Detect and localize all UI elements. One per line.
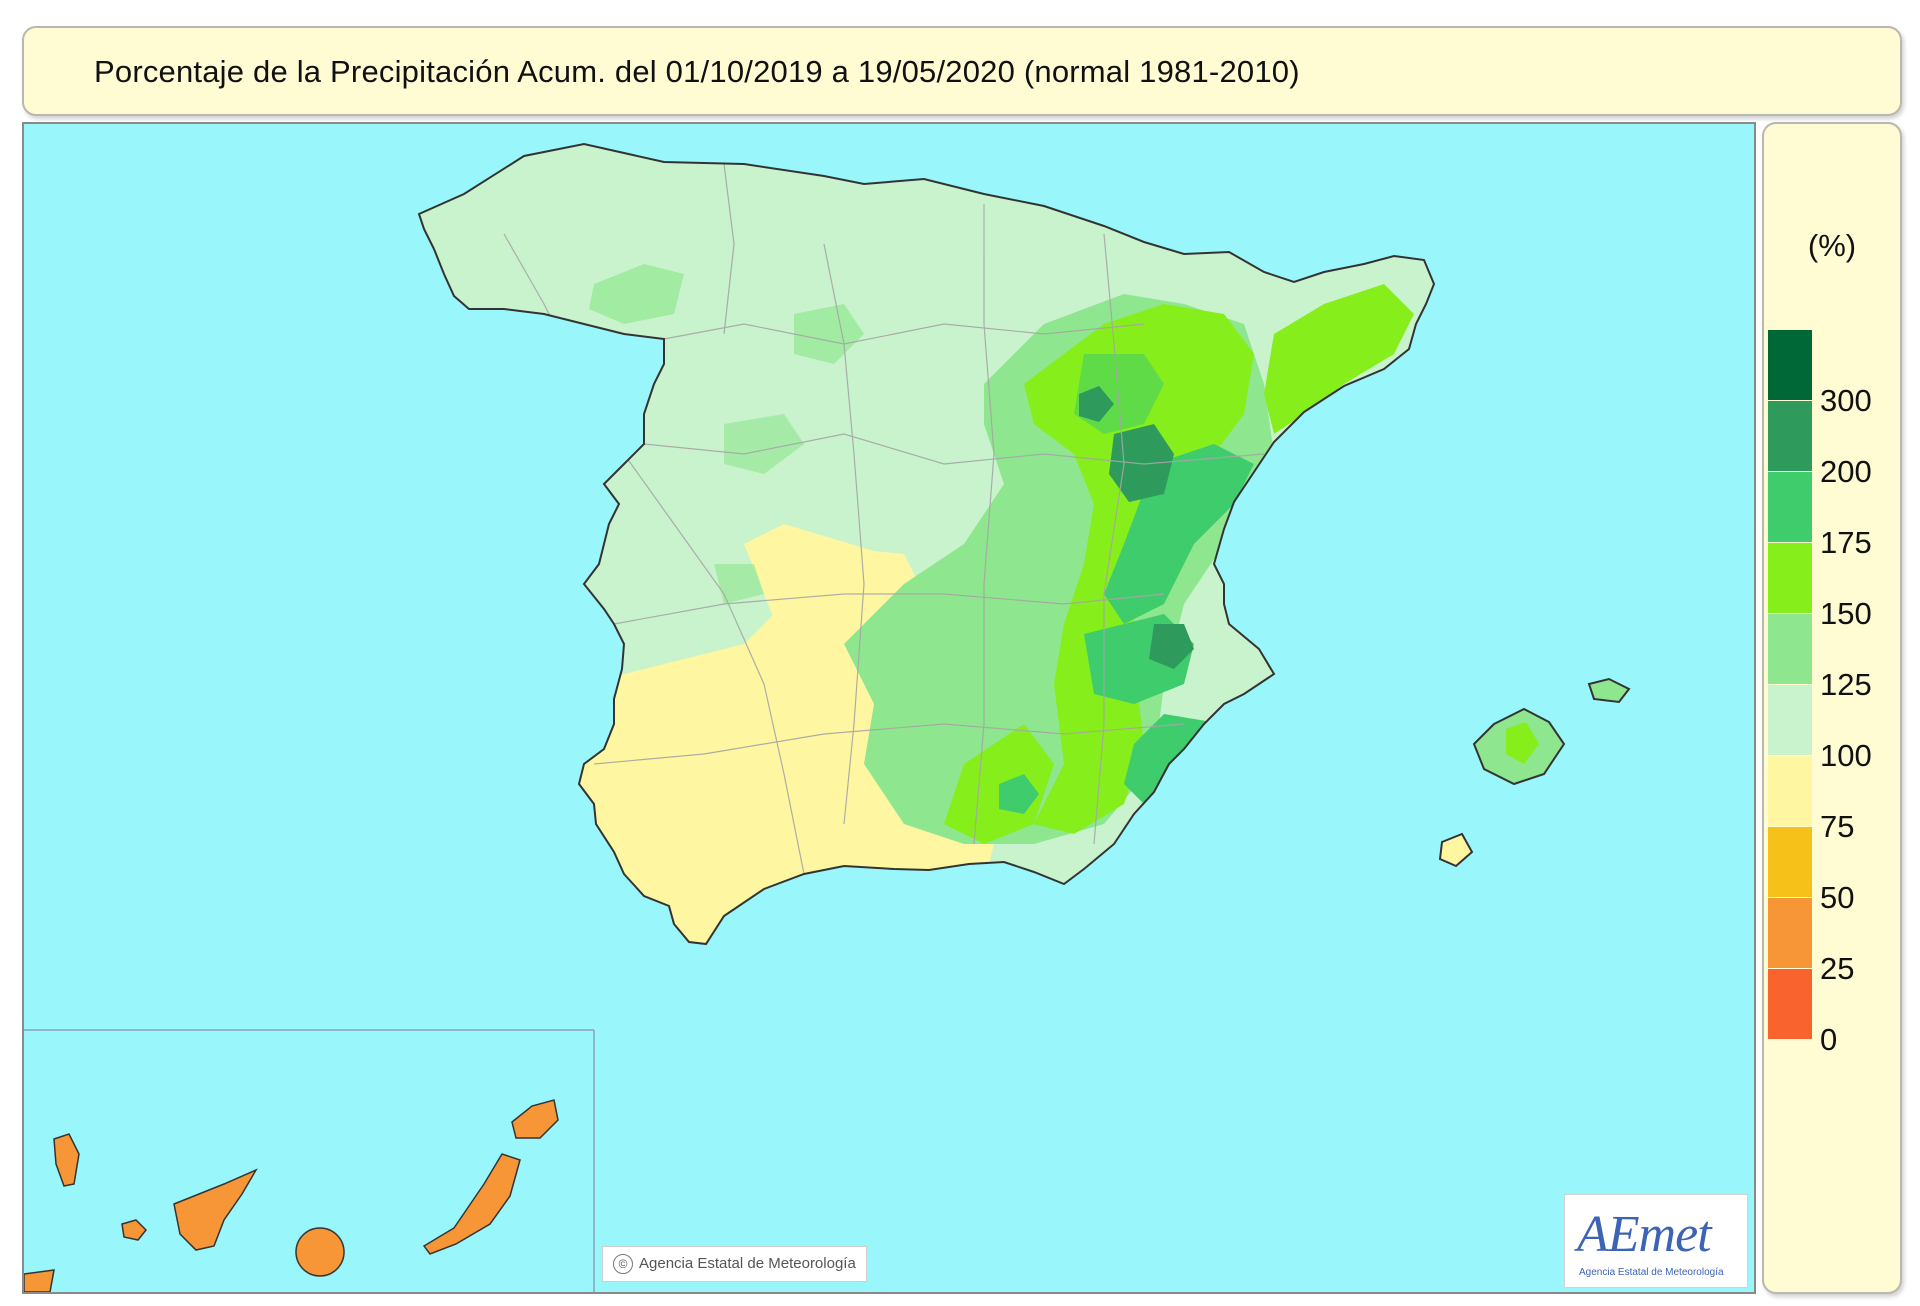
legend-label: 300 xyxy=(1820,383,1872,418)
legend-swatch xyxy=(1768,614,1812,684)
legend-panel: (%) 300 200 175 150 125 100 75 50 25 0 xyxy=(1762,122,1902,1294)
legend-swatch xyxy=(1768,685,1812,755)
copyright-text: Agencia Estatal de Meteorología xyxy=(639,1255,856,1272)
map-title: Porcentaje de la Precipitación Acum. del… xyxy=(94,54,1300,89)
balearic-islands xyxy=(1438,677,1631,868)
copyright-note: © Agencia Estatal de Meteorología xyxy=(602,1246,867,1282)
legend-label: 125 xyxy=(1820,667,1872,702)
legend-label: 50 xyxy=(1820,880,1855,915)
legend-swatch xyxy=(1768,401,1812,471)
map-title-panel: Porcentaje de la Precipitación Acum. del… xyxy=(22,26,1902,116)
legend-label: 100 xyxy=(1820,738,1872,773)
peninsula xyxy=(417,142,1436,946)
legend-swatch xyxy=(1768,543,1812,613)
map-panel: © Agencia Estatal de Meteorología AEmet A… xyxy=(22,122,1756,1294)
legend-label: 0 xyxy=(1820,1022,1838,1057)
legend-swatch xyxy=(1768,756,1812,826)
canary-islands-inset xyxy=(24,1029,595,1292)
legend-label: 175 xyxy=(1820,525,1872,560)
legend-label: 75 xyxy=(1820,809,1855,844)
legend-swatch xyxy=(1768,969,1812,1039)
aemet-logo: AEmet Agencia Estatal de Meteorología xyxy=(1564,1194,1748,1288)
legend-swatch xyxy=(1768,330,1812,400)
legend-swatch xyxy=(1768,898,1812,968)
aemet-logo-text: AEmet xyxy=(1577,1206,1712,1263)
legend-swatch xyxy=(1768,472,1812,542)
legend-label: 25 xyxy=(1820,951,1855,986)
legend-unit: (%) xyxy=(1807,228,1857,263)
aemet-logo-subtitle: Agencia Estatal de Meteorología xyxy=(1579,1267,1724,1278)
legend-swatch xyxy=(1768,827,1812,897)
spain-precipitation-map xyxy=(24,142,1631,1292)
legend-label: 150 xyxy=(1820,596,1872,631)
legend-label: 200 xyxy=(1820,454,1872,489)
copyright-icon: © xyxy=(613,1254,633,1275)
